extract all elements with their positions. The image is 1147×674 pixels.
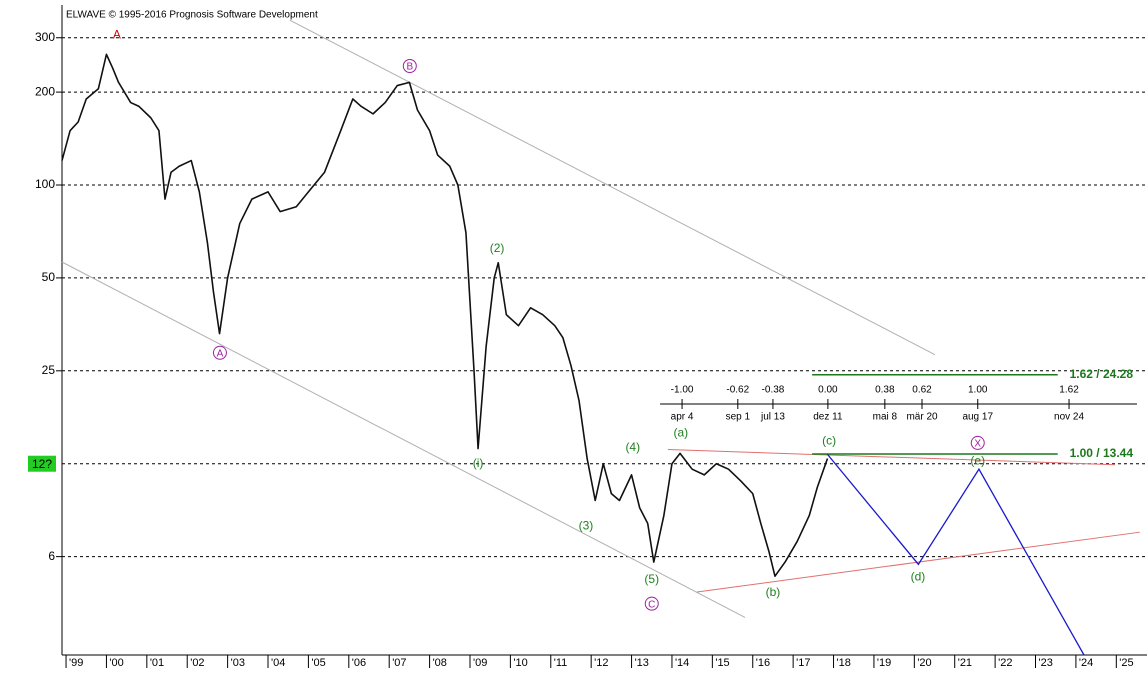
y-tick-label: 6 [48,549,55,563]
fib-level-label: 1.00 / 13.44 [1070,446,1134,460]
x-tick-label: '03 [231,657,245,669]
wave-circle [970,435,985,450]
fib-level-label: 1.62 / 24.28 [1070,367,1134,381]
time-ratio-label: 1.00 [968,385,988,396]
price-tag-label: 12? [32,457,52,471]
x-tick-label: '04 [271,657,285,669]
x-tick-label: '09 [473,657,487,669]
x-tick-label: '21 [958,657,972,669]
price-tag-box [28,455,56,472]
wave-label: (3) [579,518,594,532]
wave-label: C [648,599,655,610]
x-tick-label: '20 [917,657,931,669]
time-ratio-label: -0.62 [726,385,749,396]
x-tick-label: '02 [190,657,204,669]
wave-label: (d) [911,569,926,583]
x-tick-label: '11 [554,657,568,669]
time-ratio-label: 0.38 [875,385,895,396]
x-tick-label: '18 [837,657,851,669]
x-tick-label: '99 [69,657,83,669]
wave-label: A [217,348,224,359]
copyright: ELWAVE © 1995-2016 Prognosis Software De… [66,10,318,21]
wave-circle [402,58,417,73]
x-tick-label: '01 [150,657,164,669]
x-tick-label: '25 [1119,657,1133,669]
time-ratio-date: apr 4 [671,412,694,423]
price-line [61,53,829,578]
wave-label: (2) [490,241,505,255]
x-tick-label: '16 [756,657,770,669]
x-tick-label: '14 [675,657,689,669]
time-ratio-date: jul 13 [760,412,785,423]
x-tick-label: '23 [1039,657,1053,669]
x-tick-label: '08 [433,657,447,669]
wave-label: (a) [674,425,689,439]
time-ratio-label: 0.00 [818,385,838,396]
time-ratio-label: -1.00 [671,385,694,396]
time-ratio-date: mär 20 [906,412,938,423]
x-tick-label: '07 [392,657,406,669]
wave-label: (b) [766,585,781,599]
time-ratio-label: -0.38 [762,385,785,396]
y-tick-label: 200 [35,84,55,98]
x-tick-label: '05 [311,657,325,669]
x-tick-label: '10 [513,657,527,669]
time-ratio-date: dez 11 [813,412,843,423]
x-tick-label: '17 [796,657,810,669]
x-tick-label: '19 [877,657,891,669]
wave-label: (4) [625,440,640,454]
wave-label: (i) [473,456,484,470]
y-tick-label: 25 [42,363,56,377]
wave-label: A [113,27,121,41]
wave-circle [212,345,227,360]
x-tick-label: '06 [352,657,366,669]
time-ratio-label: 1.62 [1059,385,1079,396]
time-ratio-date: sep 1 [726,412,751,423]
x-tick-label: '12 [594,657,608,669]
trendline [289,19,936,356]
wave-label: (c) [822,433,836,447]
wave-circle [644,596,659,611]
x-tick-label: '13 [635,657,649,669]
trendline [61,261,746,618]
projection-line [826,453,1085,656]
time-ratio-date: nov 24 [1054,412,1084,423]
trendline [667,448,1116,466]
wave-label: (5) [644,572,659,586]
time-ratio-label: 0.62 [912,385,932,396]
wave-label: B [406,62,413,73]
x-tick-label: '24 [1079,657,1093,669]
x-tick-label: '15 [715,657,729,669]
time-ratio-date: aug 17 [962,412,993,423]
x-tick-label: '22 [998,657,1012,669]
y-tick-label: 300 [35,30,55,44]
wave-label: X [974,439,981,450]
trendline [696,531,1140,593]
y-tick-label: 50 [42,270,56,284]
y-tick-label: 100 [35,177,55,191]
x-tick-label: '00 [109,657,123,669]
time-ratio-date: mai 8 [873,412,898,423]
wave-label: (e) [970,454,985,468]
